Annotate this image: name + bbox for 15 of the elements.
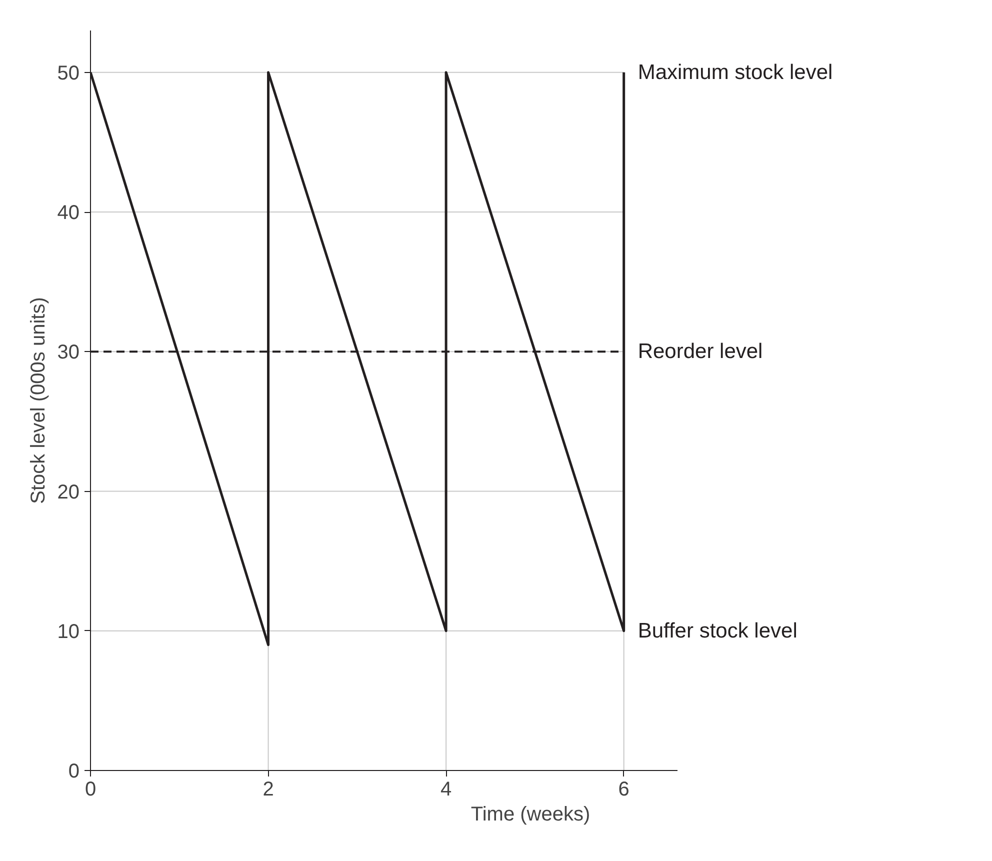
y-tick-label: 10 <box>57 620 80 643</box>
x-tick-label: 6 <box>618 778 630 800</box>
y-axis-title: Stock level (000s units) <box>27 297 50 504</box>
x-axis-title: Time (weeks) <box>470 804 590 826</box>
y-tick-label: 0 <box>68 760 80 782</box>
x-tick-label: 0 <box>84 778 96 800</box>
y-tick-label: 20 <box>57 481 80 504</box>
y-tick-label: 50 <box>57 62 80 84</box>
annotation: Maximum stock level <box>638 60 833 84</box>
ref-line-label: Reorder level <box>638 340 763 364</box>
y-tick-label: 30 <box>57 342 80 364</box>
annotation: Buffer stock level <box>638 619 798 642</box>
x-tick-label: 2 <box>262 778 274 800</box>
y-tick-label: 40 <box>57 202 80 224</box>
x-tick-label: 4 <box>440 778 452 800</box>
